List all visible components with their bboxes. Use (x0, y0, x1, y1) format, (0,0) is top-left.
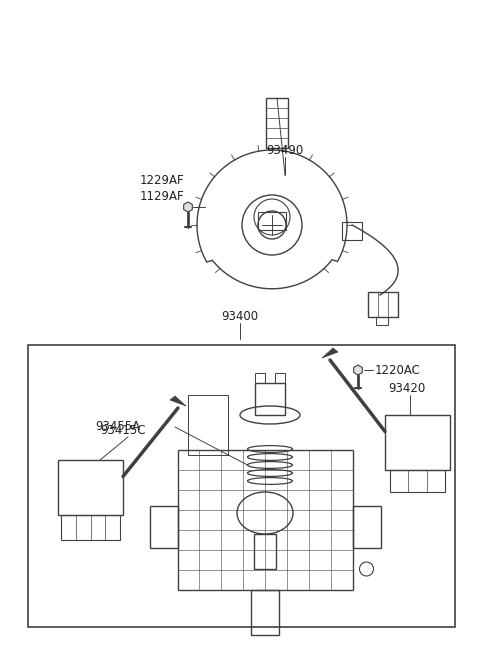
Text: 1229AF: 1229AF (140, 174, 185, 187)
Bar (266, 98, 288, 148)
Bar (258, 212, 286, 230)
Bar (251, 590, 279, 635)
Bar (352, 506, 381, 548)
Bar (254, 534, 276, 569)
Bar (178, 450, 352, 590)
Text: 93490: 93490 (266, 144, 304, 157)
Bar (376, 317, 388, 325)
Text: 93400: 93400 (221, 310, 259, 323)
Bar (390, 470, 445, 492)
Text: 93415C: 93415C (100, 424, 145, 437)
Bar (61, 515, 120, 540)
Text: 93420: 93420 (388, 382, 425, 395)
Bar (342, 222, 362, 240)
Bar (188, 395, 228, 455)
Bar (255, 373, 265, 383)
Bar (58, 460, 123, 515)
Bar (255, 383, 285, 415)
Bar (28, 345, 455, 627)
Polygon shape (354, 365, 362, 375)
Bar (149, 506, 178, 548)
Bar (275, 373, 285, 383)
Polygon shape (184, 202, 192, 212)
Text: 1129AF: 1129AF (140, 190, 185, 203)
Text: 93455A: 93455A (95, 421, 140, 434)
Bar (385, 415, 450, 470)
Polygon shape (170, 396, 186, 406)
Polygon shape (322, 348, 338, 358)
Text: 1220AC: 1220AC (375, 364, 421, 377)
Bar (368, 292, 398, 317)
